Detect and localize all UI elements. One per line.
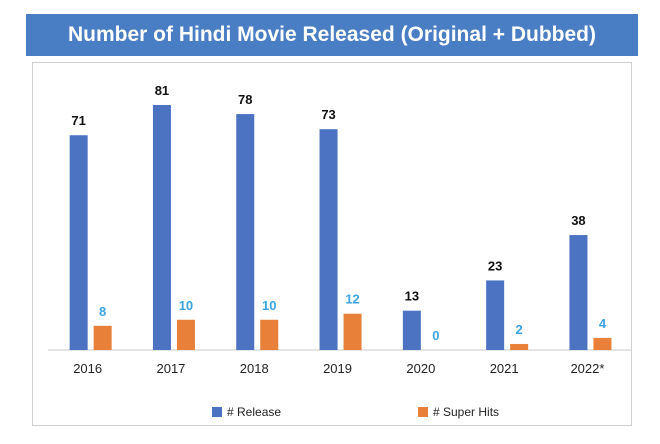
legend-release-swatch [212,407,222,417]
legend-super-hits-label: # Super Hits [433,405,499,419]
x-tick-label-2022: 2022* [570,361,604,376]
release-value-label-2018: 78 [238,92,252,107]
x-tick-label-2019: 2019 [323,361,352,376]
superhits-value-label-2016: 8 [99,304,106,319]
x-tick-label-2017: 2017 [156,361,185,376]
release-value-label-2020: 13 [405,289,419,304]
superhits-value-label-2018: 10 [262,298,276,313]
superhits-bar-2017 [176,319,195,350]
release-bar-2022 [569,235,588,350]
superhits-value-label-2017: 10 [179,298,193,313]
x-tick-label-2016: 2016 [73,361,102,376]
release-value-label-2022: 38 [571,213,585,228]
chart-title: Number of Hindi Movie Released (Original… [26,14,638,56]
superhits-bar-2019 [343,313,362,350]
release-value-label-2016: 71 [71,113,85,128]
legend-super-hits-swatch [418,407,428,417]
release-value-label-2021: 23 [488,258,502,273]
superhits-bar-2022 [593,337,612,350]
x-tick-label-2021: 2021 [490,361,519,376]
release-bar-2018 [236,114,255,351]
superhits-bar-2018 [260,319,279,350]
release-bar-2019 [319,129,338,350]
superhits-value-label-2019: 12 [345,292,359,307]
x-tick-label-2018: 2018 [240,361,269,376]
release-bar-2020 [402,310,421,350]
legend-release-label: # Release [227,405,281,419]
superhits-value-label-2020: 0 [432,328,439,343]
release-bar-2017 [152,105,171,350]
release-value-label-2017: 81 [155,83,169,98]
plot-frame [32,62,632,426]
x-tick-label-2020: 2020 [406,361,435,376]
superhits-value-label-2022: 4 [599,316,607,331]
superhits-bar-2021 [510,343,529,350]
release-bar-2021 [486,280,505,350]
superhits-bar-2016 [93,325,112,350]
superhits-value-label-2021: 2 [516,322,523,337]
release-value-label-2019: 73 [321,107,335,122]
release-bar-2016 [69,135,88,350]
